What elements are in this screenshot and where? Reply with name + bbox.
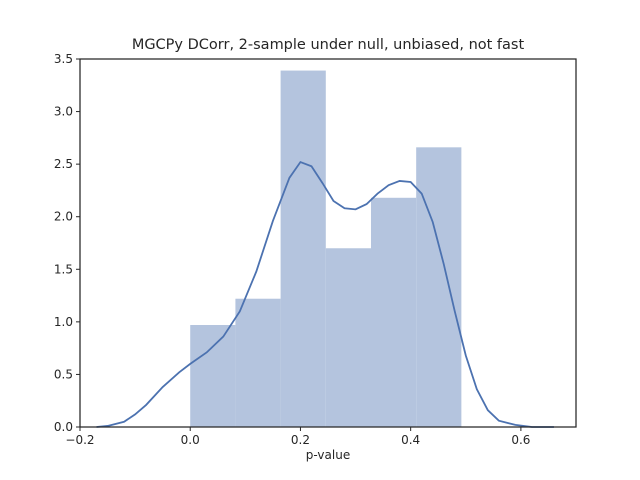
- histogram-bar-5: [370, 197, 417, 427]
- y-tick-label: 3.0: [54, 105, 73, 119]
- y-tick-label: 0.0: [54, 420, 73, 434]
- x-tick-label: 0.6: [511, 433, 530, 447]
- y-tick-label: 2.0: [54, 210, 73, 224]
- x-axis-label: p-value: [306, 448, 350, 462]
- kde-curve: [96, 160, 554, 428]
- x-tick-label: 0.2: [291, 433, 310, 447]
- histogram-bar-2: [235, 298, 281, 427]
- histogram-bar-1: [190, 325, 236, 427]
- y-tick-label: 1.0: [54, 315, 73, 329]
- y-tick-label: 3.5: [54, 52, 73, 66]
- y-tick-label: 1.5: [54, 262, 73, 276]
- y-axis-ticks: 0.0 0.5 1.0 1.5 2.0 2.5 3.0 3.5: [54, 52, 80, 434]
- y-tick-label: 2.5: [54, 157, 73, 171]
- histogram-bar-4: [325, 248, 371, 427]
- x-tick-label: 0.0: [181, 433, 200, 447]
- plot-frame: [79, 58, 577, 428]
- x-tick-label: 0.4: [401, 433, 420, 447]
- histogram-bar-6: [416, 147, 462, 427]
- histogram-bars: [190, 70, 462, 428]
- x-axis-ticks: −0.2 0.0 0.2 0.4 0.6: [65, 427, 530, 447]
- y-tick-label: 0.5: [54, 367, 73, 381]
- histogram-bar-3: [280, 70, 326, 428]
- x-tick-label: −0.2: [65, 433, 94, 447]
- chart-title: MGCPy DCorr, 2-sample under null, unbias…: [132, 37, 525, 53]
